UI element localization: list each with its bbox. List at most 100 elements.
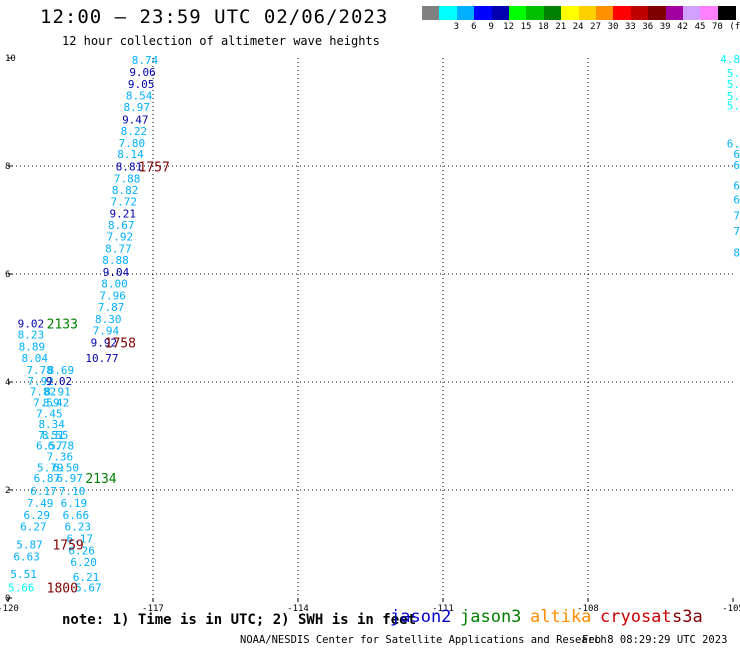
clipped-edge-label: 6 bbox=[733, 193, 740, 206]
y-tick-label: 8 bbox=[5, 162, 10, 172]
legend-swatch bbox=[439, 6, 458, 20]
wave-height-label: 10.77 bbox=[85, 352, 118, 365]
y-tick-label: 2 bbox=[5, 486, 10, 496]
wave-height-label: 5.66 bbox=[8, 582, 35, 595]
legend-label: 27 bbox=[590, 22, 602, 32]
clipped-edge-label: 5. bbox=[727, 100, 740, 113]
wave-height-label: 6.26 bbox=[68, 544, 95, 557]
clipped-edge-label: 6 bbox=[733, 179, 740, 192]
wave-height-label: 6.57 bbox=[36, 440, 63, 453]
wave-height-label: 8.69 bbox=[48, 364, 74, 377]
axis-ticks: -120 -117 -114 -111 -108 -105 0 2 4 6 8 10 bbox=[0, 54, 740, 614]
wave-height-label: 5.51 bbox=[10, 568, 37, 581]
wave-height-label: 8.23 bbox=[18, 328, 44, 341]
legend-label: 33 bbox=[624, 22, 636, 32]
wave-height-label: 9.02 bbox=[46, 375, 72, 388]
wave-height-label: 7.82 bbox=[30, 386, 57, 399]
wave-height-label: 7.36 bbox=[47, 451, 74, 464]
wave-height-label: 8.91 bbox=[44, 386, 71, 399]
wave-height-label: 8.89 bbox=[19, 340, 45, 353]
wave-height-label: 8.81 bbox=[116, 161, 142, 174]
wave-height-label: 7.51 bbox=[38, 429, 65, 442]
legend-swatch bbox=[700, 6, 719, 20]
wave-height-label: 6.17 bbox=[66, 533, 93, 546]
mission-s3a: s3a bbox=[672, 607, 703, 627]
legend-swatch bbox=[456, 6, 475, 20]
legend-label: 15 bbox=[520, 22, 532, 32]
wave-height-label: 8.34 bbox=[38, 418, 65, 431]
wave-height-label: 8.00 bbox=[101, 278, 128, 291]
x-tick-label: -108 bbox=[577, 604, 599, 614]
mission-jason2: jason2 bbox=[390, 607, 452, 627]
wave-height-label: 9.47 bbox=[122, 114, 149, 127]
wave-height-label: 9.92 bbox=[91, 337, 118, 350]
mission-jason3: jason3 bbox=[460, 607, 522, 627]
legend-swatch bbox=[648, 6, 667, 20]
wave-height-label: 8.88 bbox=[102, 254, 129, 267]
wave-height-label: 9.21 bbox=[110, 208, 137, 221]
clipped-edge-label: 5. bbox=[727, 78, 740, 91]
pass-time-label: 1800 bbox=[47, 582, 78, 597]
y-tick-label: 4 bbox=[5, 378, 10, 388]
legend-swatch bbox=[613, 6, 632, 20]
legend-label: 9 bbox=[488, 22, 494, 32]
y-tick-label: 10 bbox=[5, 54, 16, 64]
legend-label: 42 bbox=[677, 22, 689, 32]
legend-swatch bbox=[526, 6, 545, 20]
time-annotations: 1757 1758 2133 2134 1759 1800 bbox=[47, 161, 170, 597]
legend-swatch bbox=[665, 6, 684, 20]
legend-swatch bbox=[683, 6, 701, 20]
wave-height-label: 8.04 bbox=[22, 352, 49, 365]
wave-height-label: 7.96 bbox=[99, 290, 126, 303]
legend-label: 36 bbox=[642, 22, 654, 32]
mission-cryosat: cryosat bbox=[600, 607, 672, 627]
wave-height-label: 7.80 bbox=[119, 137, 146, 150]
wave-height-label: 6.20 bbox=[70, 556, 97, 569]
clipped-edge-label: 4.8 bbox=[720, 53, 740, 66]
y-tick-label: 6 bbox=[5, 270, 10, 280]
x-tick-label: -114 bbox=[287, 604, 309, 614]
legend-label: 3 bbox=[453, 22, 460, 32]
wave-height-label: 6.21 bbox=[73, 571, 100, 584]
wave-height-label: 9.04 bbox=[103, 266, 130, 279]
legend-label: 12 bbox=[503, 22, 515, 32]
credit-text: NOAA/NESDIS Center for Satellite Applica… bbox=[240, 634, 607, 646]
legend-swatch bbox=[543, 6, 562, 20]
wave-height-label: 7.10 bbox=[59, 485, 86, 498]
legend-swatch bbox=[630, 6, 649, 20]
wave-height-label: 8.55 bbox=[42, 429, 68, 442]
pass-time-label: 2133 bbox=[47, 318, 78, 333]
clipped-edge-label: 6 bbox=[733, 159, 740, 172]
clipped-edge-label: 5. bbox=[727, 90, 740, 103]
wave-height-label: 7.49 bbox=[27, 497, 53, 510]
wave-height-label: 9.02 bbox=[18, 318, 44, 331]
legend-label: 6 bbox=[471, 22, 477, 32]
wave-height-label: 6.29 bbox=[23, 509, 50, 522]
wave-height-label: 9.05 bbox=[128, 78, 155, 91]
wave-height-label: 7.92 bbox=[107, 231, 134, 244]
wave-height-label: 5.79 bbox=[37, 461, 64, 474]
legend-swatch bbox=[578, 6, 597, 20]
wave-height-label: 7.78 bbox=[26, 364, 53, 377]
chart-title: 12:00 – 23:59 UTC 02/06/2023 bbox=[40, 6, 389, 28]
wave-height-label: 6.50 bbox=[52, 461, 79, 474]
legend-label: 18 bbox=[537, 22, 549, 32]
wave-height-label: 8.14 bbox=[117, 148, 144, 161]
wave-height-label: 7.92 bbox=[27, 375, 54, 388]
wave-height-label: 6.78 bbox=[48, 440, 74, 453]
wave-height-label: 8.30 bbox=[95, 313, 122, 326]
wave-height-label: 8.42 bbox=[43, 397, 70, 410]
legend-swatch bbox=[717, 6, 736, 20]
wave-height-label: 9.06 bbox=[129, 66, 156, 79]
wave-height-label: 6.63 bbox=[13, 550, 40, 563]
legend-swatch bbox=[474, 6, 493, 20]
x-tick-label: -120 bbox=[0, 604, 19, 614]
x-tick-label: -117 bbox=[142, 604, 164, 614]
legend-label: 30 bbox=[607, 22, 619, 32]
clipped-edge-label: 8 bbox=[733, 246, 740, 259]
x-tick-label: -111 bbox=[432, 604, 454, 614]
legend-label: 70 bbox=[711, 22, 723, 32]
legend-unit: (ft) bbox=[729, 22, 740, 32]
